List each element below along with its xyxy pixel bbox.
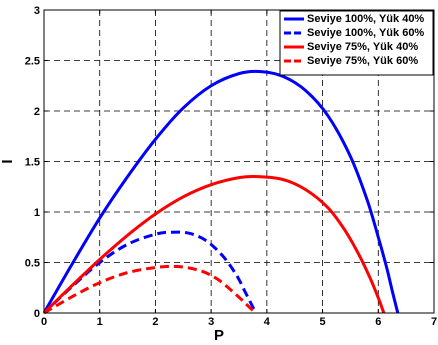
y-tick-label: 1.5 <box>25 157 40 169</box>
series-line-1 <box>42 69 400 314</box>
legend-entry-2: Seviye 100%, Yük 60% <box>307 27 424 39</box>
series-line-3 <box>42 174 386 315</box>
x-tick-label: 6 <box>375 316 381 328</box>
y-axis-label: I <box>0 159 16 163</box>
x-tick-label: 2 <box>152 316 158 328</box>
x-tick-label: 0 <box>41 316 47 328</box>
x-axis-label: P <box>214 327 224 344</box>
legend-entry-1: Seviye 100%, Yük 40% <box>307 13 424 25</box>
legend: Seviye 100%, Yük 40% Seviye 100%, Yük 60%… <box>279 10 434 76</box>
legend-entry-3: Seviye 75%, Yük 40% <box>307 41 418 53</box>
series-line-4 <box>43 264 257 315</box>
y-tick-label: 1 <box>34 207 40 219</box>
x-tick-label: 5 <box>320 316 326 328</box>
legend-box <box>279 10 434 76</box>
x-tick-label: 4 <box>264 316 271 328</box>
y-tick-label: 2.5 <box>25 56 40 68</box>
y-tick-label: 3 <box>34 5 40 17</box>
x-tick-label: 1 <box>97 316 103 328</box>
x-tick-label: 3 <box>208 316 214 328</box>
series-line-2 <box>42 230 258 315</box>
y-tick-label: 0.5 <box>25 258 40 270</box>
x-tick-label: 7 <box>431 316 437 328</box>
y-tick-label: 2 <box>34 106 40 118</box>
y-tick-label: 0 <box>34 308 40 320</box>
legend-entry-4: Seviye 75%, Yük 60% <box>307 55 418 67</box>
